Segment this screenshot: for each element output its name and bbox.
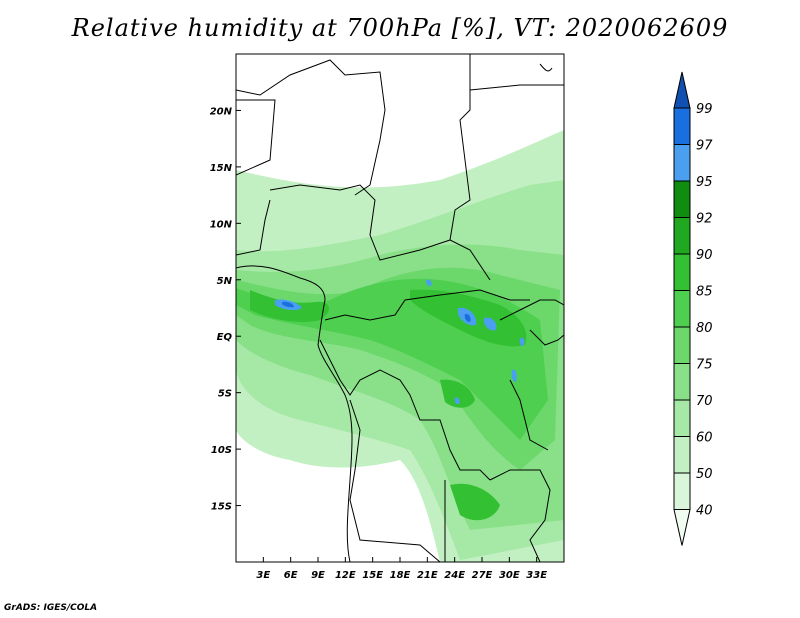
y-tick-label: 10S bbox=[211, 445, 232, 456]
colorbar-box bbox=[673, 144, 691, 182]
y-tick-label: 15S bbox=[211, 502, 232, 513]
colorbar-level-label: 50 bbox=[696, 467, 713, 482]
x-tick-label: 24E bbox=[444, 570, 465, 581]
colorbar-box bbox=[673, 217, 691, 255]
y-tick-label: 20N bbox=[210, 106, 233, 117]
y-tick-label: EQ bbox=[217, 332, 233, 343]
colorbar-box bbox=[673, 472, 691, 510]
x-axis-ticks: 3E 6E 9E 12E 15E 18E 21E 24E 27E 30E 33E bbox=[256, 557, 547, 581]
x-tick-label: 30E bbox=[499, 570, 520, 581]
colorbar-level-label: 97 bbox=[696, 139, 713, 154]
x-tick-label: 27E bbox=[472, 570, 493, 581]
colorbar-level-label: 85 bbox=[696, 285, 713, 300]
colorbar-level-label: 75 bbox=[696, 358, 713, 373]
colorbar-level-label: 90 bbox=[696, 248, 713, 263]
colorbar-level-label: 80 bbox=[696, 321, 713, 336]
x-tick-label: 18E bbox=[390, 570, 411, 581]
humidity-field bbox=[236, 130, 564, 562]
chart-title: Relative humidity at 700hPa [%], VT: 202… bbox=[71, 14, 729, 42]
y-tick-label: 5N bbox=[217, 276, 233, 287]
colorbar-box bbox=[673, 399, 691, 437]
y-tick-label: 10N bbox=[210, 219, 233, 230]
colorbar-top-arrow bbox=[673, 71, 691, 109]
colorbar-level-label: 60 bbox=[696, 431, 713, 446]
y-tick-label: 15N bbox=[210, 163, 233, 174]
colorbar-level-label: 70 bbox=[696, 394, 713, 409]
colorbar-box bbox=[673, 363, 691, 401]
x-tick-label: 33E bbox=[526, 570, 547, 581]
colorbar-box bbox=[673, 436, 691, 474]
country-borders bbox=[236, 54, 564, 562]
colorbar-box bbox=[673, 107, 691, 145]
colorbar-box bbox=[673, 326, 691, 364]
x-tick-label: 3E bbox=[256, 570, 270, 581]
colorbar-bottom-arrow bbox=[673, 509, 691, 546]
colorbar-level-label: 40 bbox=[696, 504, 713, 519]
x-tick-label: 9E bbox=[311, 570, 325, 581]
x-tick-label: 21E bbox=[417, 570, 438, 581]
colorbar-box bbox=[673, 180, 691, 218]
x-tick-label: 15E bbox=[362, 570, 383, 581]
x-tick-label: 12E bbox=[335, 570, 356, 581]
coastline bbox=[236, 63, 553, 562]
colorbar-level-label: 92 bbox=[696, 212, 713, 227]
colorbar-box bbox=[673, 253, 691, 291]
colorbar-box bbox=[673, 290, 691, 328]
credit-label: GrADS: IGES/COLA bbox=[4, 603, 98, 613]
colorbar-level-label: 99 bbox=[696, 102, 713, 117]
y-axis-ticks: 20N 15N 10N 5N EQ 5S 10S 15S bbox=[210, 106, 241, 513]
colorbar-level-label: 95 bbox=[696, 175, 713, 190]
x-tick-label: 6E bbox=[284, 570, 298, 581]
y-tick-label: 5S bbox=[218, 389, 232, 400]
